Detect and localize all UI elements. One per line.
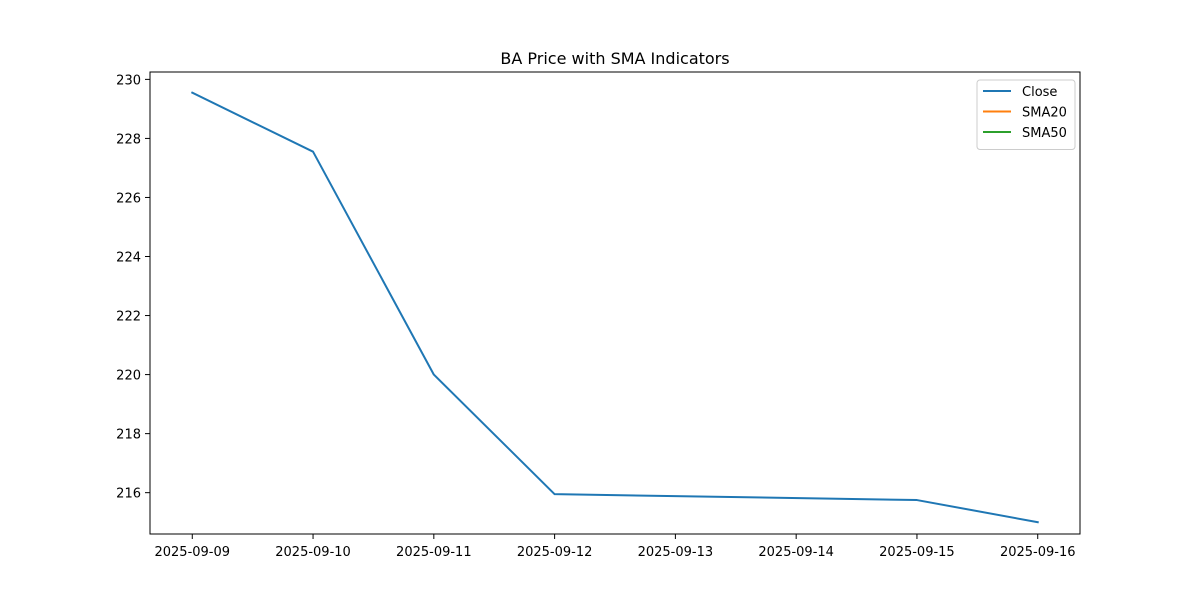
chart-title: BA Price with SMA Indicators [500, 49, 729, 68]
y-tick-label: 220 [116, 369, 141, 384]
y-tick-label: 216 [116, 487, 141, 502]
x-tick-label: 2025-09-12 [517, 545, 593, 560]
series-line-close [190, 91, 1039, 524]
y-tick-label: 226 [116, 191, 141, 206]
plot-frame [149, 71, 1081, 535]
y-tick-label: 222 [116, 310, 141, 325]
x-tick-label: 2025-09-11 [396, 545, 472, 560]
x-tick-label: 2025-09-15 [879, 545, 955, 560]
legend-label-sma20: SMA20 [1022, 106, 1067, 121]
plot-area: 216 218 220 222 224 226 228 230 2025-09-09 2025-0… [116, 71, 1081, 560]
y-tick-label: 224 [116, 251, 141, 266]
x-tick-label: 2025-09-10 [275, 545, 351, 560]
y-tick-label: 228 [116, 132, 141, 147]
legend-label-sma50: SMA50 [1022, 126, 1067, 141]
y-tick-label: 230 [116, 73, 141, 88]
x-tick-label: 2025-09-14 [758, 545, 834, 560]
x-tick-label: 2025-09-09 [154, 545, 230, 560]
x-tick-label: 2025-09-16 [1000, 545, 1076, 560]
legend-label-close: Close [1022, 85, 1057, 100]
x-tick-label: 2025-09-13 [638, 545, 714, 560]
legend: Close SMA20 SMA50 [976, 79, 1076, 150]
y-tick-label: 218 [116, 428, 141, 443]
